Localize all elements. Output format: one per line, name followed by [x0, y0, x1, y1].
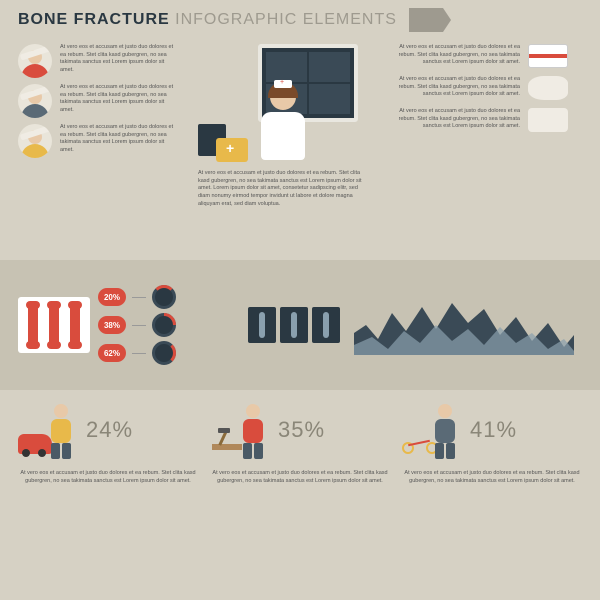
patient-text: At vero eos et accusam et justo duo dolo… [60, 124, 178, 155]
person-icon [48, 404, 74, 456]
cause-pct: 24% [86, 417, 133, 443]
donut-block: 20% 38% 62% [18, 285, 238, 365]
person-icon [240, 404, 266, 456]
nurse-icon [256, 84, 310, 164]
cause-scene [402, 400, 462, 460]
cause-scene [18, 400, 78, 460]
header: BONE FRACTURE INFOGRAPHIC ELEMENTS [0, 0, 600, 40]
treatment-row: At vero eos et accusam et justo duo dolo… [388, 108, 568, 132]
person-icon [432, 404, 458, 456]
hammer-icon [212, 428, 242, 450]
hand-cast-icon [528, 76, 568, 100]
xray-panel-icon [280, 307, 308, 343]
xray-grid [248, 307, 344, 343]
pct-badge: 38% [98, 316, 126, 334]
treatment-text: At vero eos et accusam et justo duo dolo… [388, 76, 520, 99]
treatment-row: At vero eos et accusam et justo duo dolo… [388, 44, 568, 68]
cause-pct: 35% [278, 417, 325, 443]
page-title: BONE FRACTURE INFOGRAPHIC ELEMENTS [18, 11, 397, 29]
center-column: At vero eos et accusam et justo duo dolo… [188, 44, 378, 260]
first-aid-kit-icon [216, 138, 248, 162]
patient-row: At vero eos et accusam et justo duo dolo… [18, 44, 178, 78]
title-light: INFOGRAPHIC ELEMENTS [175, 11, 397, 28]
cause-text: At vero eos et accusam et justo duo dolo… [210, 470, 390, 485]
patient-avatar-icon [18, 124, 52, 158]
cause-pct: 41% [470, 417, 517, 443]
treatment-text: At vero eos et accusam et justo duo dolo… [388, 108, 520, 131]
patient-avatar-icon [18, 84, 52, 118]
cause-text: At vero eos et accusam et justo duo dolo… [18, 470, 198, 485]
causes-section: 24% At vero eos et accusam et justo duo … [0, 390, 600, 560]
skeleton-panel-icon [18, 297, 90, 353]
cause-scene [210, 400, 270, 460]
ribbon-icon [409, 8, 443, 32]
stats-band: 20% 38% 62% [0, 260, 600, 390]
xray-panel-icon [312, 307, 340, 343]
cause-block: 24% At vero eos et accusam et justo duo … [18, 400, 198, 550]
donut-chart-icon [152, 313, 176, 337]
patients-column: At vero eos et accusam et justo duo dolo… [18, 44, 178, 260]
donut-chart-icon [152, 285, 176, 309]
cause-text: At vero eos et accusam et justo duo dolo… [402, 470, 582, 485]
donut-stat: 38% [98, 313, 176, 337]
xray-panel-icon [248, 307, 276, 343]
donut-stats: 20% 38% 62% [98, 285, 176, 365]
donut-stat: 20% [98, 285, 176, 309]
treatment-text: At vero eos et accusam et justo duo dolo… [388, 44, 520, 67]
patient-text: At vero eos et accusam et justo duo dolo… [60, 84, 178, 115]
top-section: At vero eos et accusam et justo duo dolo… [0, 40, 600, 260]
patient-avatar-icon [18, 44, 52, 78]
pct-badge: 20% [98, 288, 126, 306]
car-icon [18, 434, 52, 454]
pct-badge: 62% [98, 344, 126, 362]
treatment-row: At vero eos et accusam et justo duo dolo… [388, 76, 568, 100]
patient-text: At vero eos et accusam et justo duo dolo… [60, 44, 178, 75]
medical-scene [198, 44, 368, 164]
title-bold: BONE FRACTURE [18, 11, 170, 28]
cause-block: 35% At vero eos et accusam et justo duo … [210, 400, 390, 550]
center-text: At vero eos et accusam et justo duo dolo… [198, 170, 368, 208]
area-chart [354, 290, 574, 360]
patient-row: At vero eos et accusam et justo duo dolo… [18, 124, 178, 158]
patient-row: At vero eos et accusam et justo duo dolo… [18, 84, 178, 118]
treatments-column: At vero eos et accusam et justo duo dolo… [388, 44, 568, 260]
arm-brace-icon [528, 44, 568, 68]
cause-block: 41% At vero eos et accusam et justo duo … [402, 400, 582, 550]
roll-icon [528, 108, 568, 132]
donut-stat: 62% [98, 341, 176, 365]
donut-chart-icon [152, 341, 176, 365]
